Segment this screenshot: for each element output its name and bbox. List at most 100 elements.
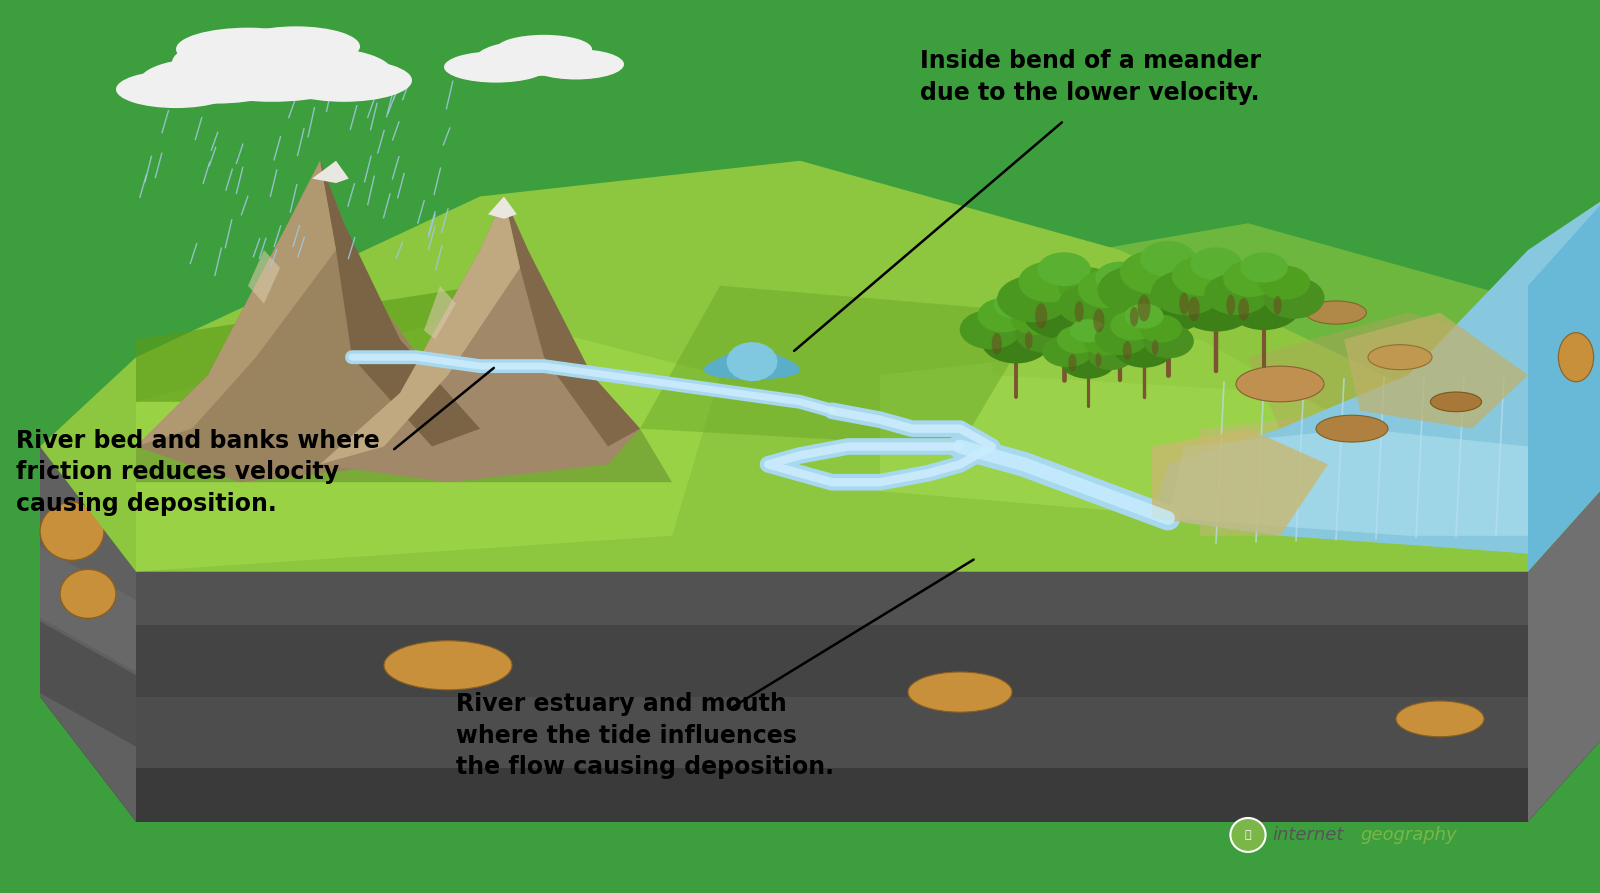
Ellipse shape — [232, 27, 360, 67]
Ellipse shape — [1227, 280, 1301, 330]
Ellipse shape — [445, 51, 547, 82]
Ellipse shape — [1016, 313, 1074, 353]
Ellipse shape — [1430, 392, 1482, 412]
Text: geography: geography — [1360, 826, 1456, 844]
Polygon shape — [40, 446, 136, 822]
Ellipse shape — [1368, 345, 1432, 370]
Ellipse shape — [1069, 354, 1077, 371]
Ellipse shape — [1075, 301, 1083, 322]
Polygon shape — [1200, 402, 1600, 536]
Polygon shape — [1528, 482, 1600, 822]
Ellipse shape — [1190, 247, 1242, 280]
Ellipse shape — [1083, 330, 1123, 355]
Ellipse shape — [1059, 341, 1117, 379]
Ellipse shape — [1098, 266, 1174, 315]
Ellipse shape — [1235, 366, 1325, 402]
Polygon shape — [1152, 196, 1600, 554]
Ellipse shape — [1264, 277, 1325, 319]
Ellipse shape — [1230, 818, 1266, 852]
Polygon shape — [880, 339, 1360, 518]
Ellipse shape — [1189, 296, 1200, 321]
Polygon shape — [40, 622, 136, 747]
Ellipse shape — [1210, 262, 1266, 299]
Ellipse shape — [1395, 701, 1485, 737]
Ellipse shape — [528, 49, 624, 79]
Text: internet: internet — [1272, 826, 1344, 844]
Ellipse shape — [61, 570, 115, 618]
Ellipse shape — [1123, 275, 1213, 333]
Ellipse shape — [1022, 284, 1106, 339]
Ellipse shape — [1144, 324, 1194, 358]
Polygon shape — [40, 161, 1600, 572]
Ellipse shape — [1078, 271, 1134, 308]
Polygon shape — [312, 161, 349, 183]
Ellipse shape — [978, 298, 1029, 332]
Ellipse shape — [173, 35, 355, 90]
Polygon shape — [504, 196, 640, 446]
Ellipse shape — [1152, 339, 1158, 355]
Ellipse shape — [1037, 253, 1091, 287]
Ellipse shape — [1058, 326, 1099, 354]
Polygon shape — [704, 344, 800, 380]
Ellipse shape — [1315, 415, 1389, 442]
Ellipse shape — [40, 502, 104, 561]
Ellipse shape — [1168, 271, 1240, 320]
Ellipse shape — [994, 290, 1038, 319]
Ellipse shape — [1019, 262, 1080, 303]
Polygon shape — [488, 196, 517, 219]
Polygon shape — [136, 161, 336, 446]
Polygon shape — [640, 286, 1040, 446]
Polygon shape — [136, 572, 1528, 822]
Polygon shape — [320, 161, 480, 446]
Ellipse shape — [1240, 252, 1288, 282]
Polygon shape — [1248, 313, 1600, 446]
Polygon shape — [1152, 429, 1328, 536]
Polygon shape — [1168, 429, 1528, 536]
Polygon shape — [320, 196, 640, 482]
Ellipse shape — [1114, 275, 1168, 311]
Ellipse shape — [1082, 291, 1158, 342]
Ellipse shape — [1110, 311, 1155, 340]
Ellipse shape — [277, 59, 413, 102]
Ellipse shape — [1064, 280, 1131, 327]
Ellipse shape — [1152, 270, 1222, 315]
Ellipse shape — [1259, 265, 1310, 300]
Ellipse shape — [1125, 304, 1163, 329]
Ellipse shape — [1274, 296, 1282, 315]
Ellipse shape — [1096, 262, 1144, 293]
Ellipse shape — [1130, 307, 1138, 327]
Ellipse shape — [1179, 293, 1189, 315]
Ellipse shape — [1216, 274, 1282, 320]
Ellipse shape — [1224, 261, 1278, 297]
Ellipse shape — [1120, 251, 1184, 294]
Text: River estuary and mouth
where the tide influences
the flow causing deposition.: River estuary and mouth where the tide i… — [456, 692, 834, 780]
Ellipse shape — [992, 333, 1002, 355]
Ellipse shape — [1205, 273, 1269, 315]
Text: 🌍: 🌍 — [1245, 830, 1251, 840]
Ellipse shape — [115, 71, 237, 108]
Polygon shape — [1528, 196, 1600, 572]
Ellipse shape — [1094, 321, 1149, 355]
Polygon shape — [136, 161, 480, 482]
Polygon shape — [248, 250, 280, 304]
Ellipse shape — [997, 276, 1070, 322]
Ellipse shape — [1058, 267, 1115, 305]
Ellipse shape — [1138, 295, 1150, 321]
Ellipse shape — [1176, 279, 1256, 331]
Polygon shape — [136, 768, 1528, 822]
Ellipse shape — [1011, 303, 1059, 335]
Ellipse shape — [1042, 335, 1093, 367]
Ellipse shape — [1162, 257, 1222, 296]
Ellipse shape — [1058, 283, 1126, 327]
Polygon shape — [136, 286, 480, 402]
Text: Inside bend of a meander
due to the lower velocity.: Inside bend of a meander due to the lowe… — [920, 49, 1261, 104]
Ellipse shape — [1096, 353, 1101, 367]
Ellipse shape — [1070, 319, 1106, 343]
Ellipse shape — [909, 672, 1013, 713]
Ellipse shape — [184, 50, 360, 102]
Ellipse shape — [1088, 338, 1134, 370]
Polygon shape — [726, 342, 778, 381]
Ellipse shape — [1035, 304, 1048, 329]
Ellipse shape — [384, 640, 512, 689]
Polygon shape — [424, 286, 456, 339]
